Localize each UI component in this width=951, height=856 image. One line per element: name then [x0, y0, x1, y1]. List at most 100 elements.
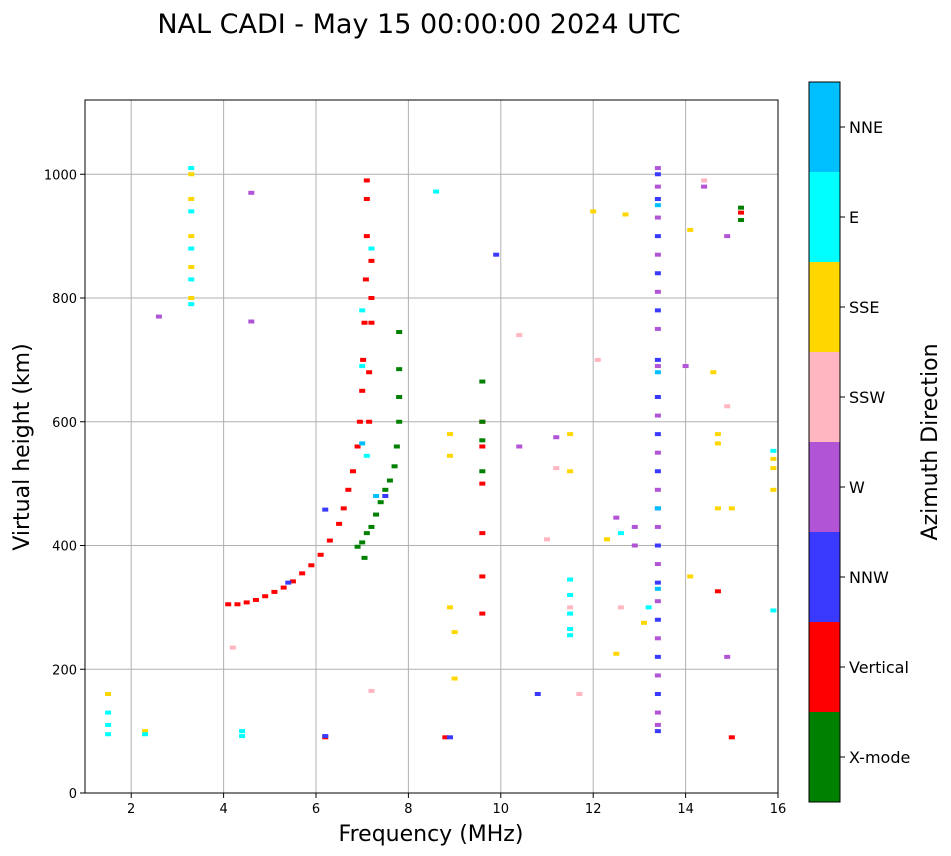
echo-point-x-mode: [391, 464, 398, 469]
echo-point-vertical: [363, 234, 370, 239]
x-tick-label: 8: [404, 802, 412, 817]
echo-point-sse: [188, 234, 195, 239]
echo-point-vertical: [289, 579, 296, 584]
echo-point-e: [567, 627, 574, 632]
echo-point-x-mode: [377, 500, 384, 505]
echo-point-sse: [567, 469, 574, 474]
echo-point-w: [654, 215, 661, 220]
echo-point-nne: [359, 441, 366, 446]
echo-point-nne: [654, 370, 661, 375]
echo-point-x-mode: [479, 438, 486, 443]
echo-point-sse: [451, 676, 458, 681]
echo-point-e: [567, 611, 574, 616]
echo-point-vertical: [299, 571, 306, 576]
echo-point-e: [770, 448, 777, 453]
echo-point-vertical: [366, 419, 373, 424]
echo-point-vertical: [340, 506, 347, 511]
colorbar-tick-label: W: [849, 478, 865, 497]
echo-point-e: [239, 729, 246, 734]
echo-point-w: [724, 234, 731, 239]
echo-point-vertical: [366, 370, 373, 375]
echo-point-vertical: [363, 197, 370, 201]
echo-point-w: [516, 444, 523, 449]
echo-point-ssw: [229, 645, 236, 650]
echo-point-e: [567, 593, 574, 597]
echo-point-ssw: [576, 692, 583, 696]
echo-point-e: [359, 308, 366, 313]
echo-point-nnw: [322, 734, 329, 739]
echo-point-x-mode: [479, 419, 486, 424]
colorbar: X-mode Vertical NNW W SSW SSE E NNE: [808, 81, 910, 803]
echo-point-sse: [188, 265, 195, 270]
echo-point-w: [654, 722, 661, 727]
echo-point-e: [368, 246, 375, 251]
echo-point-sse: [446, 605, 453, 610]
echo-point-w: [654, 636, 661, 641]
echo-point-vertical: [363, 178, 370, 183]
echo-point-e: [567, 577, 574, 582]
echo-point-e: [188, 166, 195, 171]
echo-point-e: [567, 633, 574, 638]
echo-point-sse: [622, 212, 629, 217]
echo-point-sse: [604, 537, 611, 542]
colorbar-tick-label: X-mode: [849, 748, 910, 767]
echo-point-e: [239, 734, 246, 739]
echo-point-vertical: [271, 589, 278, 594]
echo-point-sse: [714, 441, 721, 446]
chart-title: NAL CADI - May 15 00:00:00 2024 UTC: [157, 9, 680, 40]
echo-point-nne: [654, 203, 661, 208]
echo-point-sse: [770, 466, 777, 471]
echo-point-nnw: [654, 271, 661, 276]
echo-point-sse: [142, 729, 149, 734]
echo-point-sse: [770, 487, 777, 492]
echo-point-e: [188, 246, 195, 251]
y-tick-label: 600: [52, 416, 77, 431]
echo-point-x-mode: [354, 544, 361, 549]
colorbar-tick-label: SSW: [849, 388, 885, 407]
echo-point-e: [188, 209, 195, 214]
echo-point-e: [105, 722, 112, 727]
colorbar-segment-x-mode: [809, 712, 840, 802]
echo-point-e: [617, 531, 624, 536]
echo-point-e: [645, 605, 652, 610]
echo-point-e: [770, 608, 777, 613]
echo-point-nnw: [654, 197, 661, 201]
echo-point-nnw: [654, 234, 661, 239]
echo-point-sse: [451, 630, 458, 635]
echo-point-e: [188, 277, 195, 282]
echo-point-w: [248, 190, 255, 195]
y-tick-label: 1000: [44, 168, 77, 183]
echo-point-w: [654, 562, 661, 567]
echo-point-w: [682, 364, 689, 369]
echo-point-vertical: [442, 735, 449, 740]
echo-point-w: [654, 487, 661, 492]
echo-point-sse: [613, 651, 620, 656]
echo-point-w: [654, 673, 661, 678]
echo-point-x-mode: [396, 395, 403, 399]
echo-point-w: [654, 710, 661, 715]
x-tick-label: 16: [770, 802, 787, 817]
echo-point-vertical: [349, 469, 356, 474]
echo-point-nnw: [654, 729, 661, 734]
echo-point-nnw: [322, 507, 329, 512]
echo-point-vertical: [280, 585, 287, 590]
echo-point-e: [433, 189, 440, 194]
echo-point-x-mode: [361, 555, 368, 560]
echo-point-w: [654, 166, 661, 171]
echo-point-nnw: [654, 469, 661, 474]
grid: [85, 100, 778, 793]
echo-point-vertical: [243, 600, 250, 605]
echo-point-vertical: [479, 611, 486, 616]
echo-point-x-mode: [396, 419, 403, 424]
colorbar-segment-nnw: [809, 532, 840, 622]
colorbar-tick-label: SSE: [849, 298, 879, 317]
echo-point-w: [654, 599, 661, 604]
data-points: [105, 166, 777, 740]
echo-point-e: [105, 732, 112, 737]
x-tick-label: 12: [585, 802, 602, 817]
echo-point-sse: [446, 453, 453, 458]
echo-point-sse: [770, 456, 777, 461]
echo-point-vertical: [308, 563, 315, 568]
echo-point-nnw: [654, 308, 661, 313]
